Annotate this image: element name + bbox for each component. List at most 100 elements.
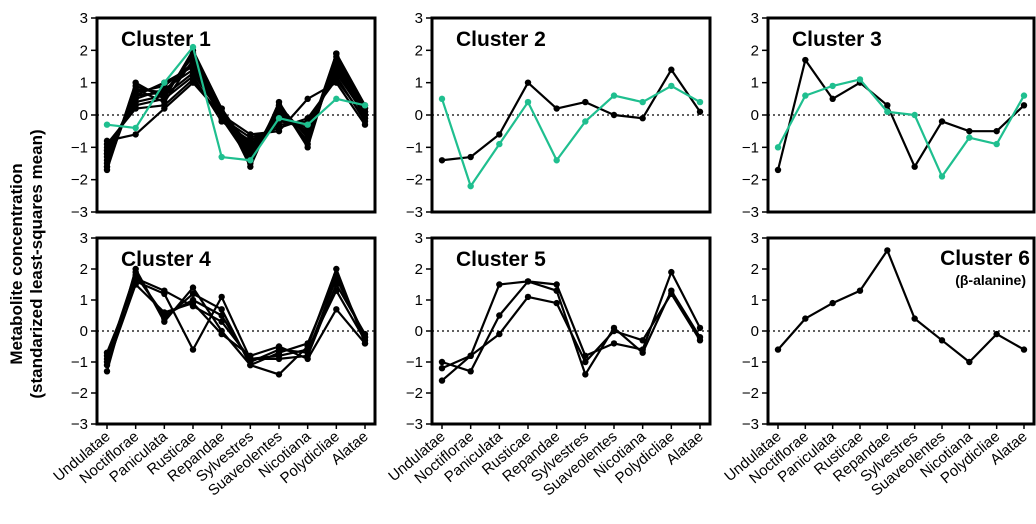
data-point — [610, 111, 618, 119]
data-point — [856, 287, 864, 294]
data-point — [275, 115, 283, 122]
data-point — [304, 95, 311, 103]
panel-title: Cluster 2 — [456, 28, 546, 51]
data-point — [496, 140, 503, 148]
data-point — [189, 60, 197, 67]
data-point — [275, 127, 283, 135]
data-point — [103, 163, 111, 170]
y-axis-title: Metabolite concentration (standarized le… — [7, 129, 46, 398]
series-line-1 — [103, 47, 369, 174]
panel-title: Cluster 4 — [121, 248, 211, 271]
y-tick-label: 1 — [80, 75, 88, 92]
data-point — [103, 361, 111, 369]
y-tick-label: 2 — [415, 261, 423, 278]
data-point — [639, 337, 646, 344]
series-line-5 — [103, 268, 369, 369]
data-point — [333, 95, 340, 103]
y-tick-label: −2 — [742, 385, 759, 402]
data-point — [582, 118, 589, 125]
data-point — [247, 352, 254, 359]
y-tick-label: −1 — [406, 354, 423, 371]
panel-title: Cluster 5 — [456, 248, 546, 271]
y-tick-label: 2 — [80, 42, 88, 59]
data-point — [161, 105, 168, 112]
y-tick-label: 1 — [415, 75, 423, 92]
data-point — [333, 265, 340, 273]
data-point — [132, 131, 139, 138]
data-point — [582, 371, 589, 378]
data-point — [553, 299, 560, 307]
data-point — [993, 140, 1000, 148]
data-point — [966, 134, 973, 141]
data-point — [884, 247, 891, 254]
panel-cluster-3: −3 −2 −1 0 1 2 3 Cluster 3 — [742, 10, 1036, 221]
y-tick-label: −2 — [742, 172, 759, 189]
data-point — [275, 349, 283, 356]
data-point — [938, 337, 946, 344]
data-point — [304, 134, 311, 141]
y-tick-label: −1 — [406, 139, 423, 156]
panel-cluster-6: −3−2−10123UndulataeNoctifloraePaniculata… — [721, 230, 1036, 499]
y-tick-label: 0 — [415, 107, 423, 124]
data-point — [610, 92, 618, 99]
data-point — [218, 108, 225, 115]
data-point — [582, 358, 589, 366]
data-point — [189, 43, 197, 51]
data-point — [161, 98, 168, 106]
data-point — [938, 173, 946, 180]
y-tick-label: 3 — [415, 10, 423, 27]
data-point — [553, 287, 560, 294]
data-point — [884, 102, 891, 109]
data-point — [218, 330, 225, 338]
y-tick-label: −3 — [406, 416, 423, 433]
data-point — [103, 137, 111, 145]
data-point — [247, 131, 254, 138]
y-tick-label: −2 — [71, 172, 88, 189]
y-tick-label: 3 — [80, 230, 88, 247]
y-tick-label: 1 — [415, 292, 423, 309]
data-point — [304, 121, 311, 128]
data-point — [911, 163, 918, 170]
data-point — [132, 105, 139, 112]
data-point — [132, 268, 139, 276]
data-point — [610, 340, 618, 347]
data-point — [161, 309, 168, 316]
data-point — [524, 278, 532, 285]
data-point — [333, 79, 340, 86]
data-point — [161, 89, 168, 96]
y-tick-label: 2 — [415, 42, 423, 59]
panel-cluster-1: −3 −2 −1 0 1 2 3 Cluster 1 — [71, 10, 377, 221]
series-line-2 — [103, 50, 369, 170]
series-path — [105, 280, 366, 360]
data-point — [467, 368, 474, 375]
y-tick-label: −3 — [742, 416, 759, 433]
data-point — [361, 334, 369, 341]
panel-title: Cluster 3 — [792, 28, 882, 51]
y-tick-label: −1 — [71, 139, 88, 156]
data-point — [333, 306, 340, 313]
series-path — [441, 68, 701, 162]
y-tick-label: −1 — [71, 354, 88, 371]
data-point — [467, 182, 474, 190]
data-point — [639, 98, 646, 106]
data-point — [524, 293, 532, 301]
data-point — [496, 312, 503, 319]
series-line-1 — [774, 56, 1028, 174]
series-path — [777, 249, 1025, 364]
data-point — [333, 66, 340, 73]
y-tick-label: −2 — [406, 172, 423, 189]
data-point — [496, 131, 503, 138]
data-point — [132, 85, 139, 93]
data-point — [524, 98, 532, 106]
data-point — [333, 272, 340, 279]
data-point — [911, 111, 918, 119]
series-line-1 — [438, 268, 704, 384]
series-path — [776, 58, 1025, 171]
data-point — [993, 330, 1000, 338]
data-point — [275, 102, 283, 109]
data-point — [275, 343, 283, 350]
data-point — [304, 355, 311, 363]
data-point — [161, 79, 168, 86]
data-point — [103, 121, 111, 128]
data-point — [1020, 102, 1028, 109]
